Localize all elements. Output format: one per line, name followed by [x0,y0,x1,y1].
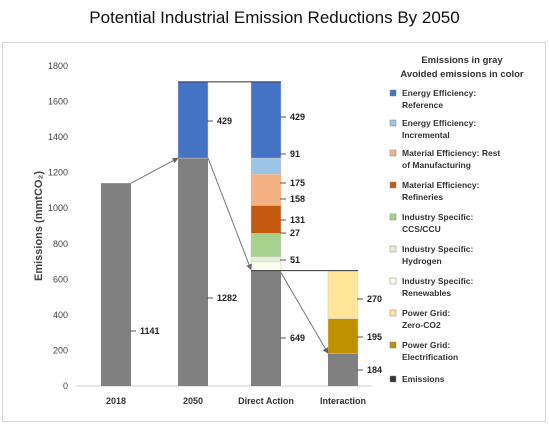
legend-entry: Power Grid: [402,308,450,318]
y-tick-label: 1600 [48,97,68,107]
bar-segment-emissions [251,270,281,386]
connector-arrow [280,272,329,354]
data-label: 429 [217,116,232,126]
bar-segment-ee_inc [250,157,282,175]
chart-frame [2,42,546,422]
legend-entry: Zero-CO2 [402,320,441,330]
legend-swatch [389,375,397,383]
legend-entry: Emissions [402,374,445,384]
y-tick-label: 1000 [48,203,68,213]
data-label: 1141 [140,326,160,336]
connector-arrow [207,157,252,271]
legend-header: Avoided emissions in color [400,69,523,80]
data-label: 27 [290,228,300,238]
bar-segment-emissions [178,158,208,386]
y-tick-label: 200 [53,345,68,355]
data-label: 175 [290,178,305,188]
data-label: 649 [290,333,305,343]
legend-entry: of Manufacturing [402,160,471,170]
data-label: 270 [367,294,382,304]
x-tick-label: 2050 [183,396,203,406]
y-tick-label: 0 [63,381,68,391]
bar-segment-me_rest [250,174,282,206]
legend-entry: Reference [402,100,443,110]
legend-swatch [389,245,397,253]
data-label: 131 [290,215,305,225]
data-label: 158 [290,194,305,204]
chart-title: Potential Industrial Emission Reductions… [89,8,460,27]
bar-segment-ee_ref [177,81,209,159]
y-axis-label: Emissions (mmtCO₂) [33,171,45,281]
legend-entry: Industry Specific: [402,212,473,222]
legend-swatch [389,277,397,285]
legend-entry: Refineries [402,192,443,202]
x-tick-label: 2018 [106,396,126,406]
bar-segment-is_ccs [250,233,282,258]
legend-entry: Renewables [402,288,451,298]
data-label: 184 [367,365,382,375]
legend-entry: Energy Efficiency: [402,88,476,98]
x-tick-label: Direct Action [238,396,294,406]
legend-entry: Incremental [402,130,450,140]
data-label: 195 [367,332,382,342]
bar-segment-emissions [328,353,358,386]
bar-segment-is_ren [250,261,282,271]
legend-entry: Energy Efficiency: [402,118,476,128]
legend-entry: Industry Specific: [402,244,473,254]
data-label: 91 [290,149,300,159]
legend-entry: Power Grid: [402,340,450,350]
legend-entry: Industry Specific: [402,276,473,286]
bar-segment-ee_ref [250,81,282,159]
legend-entry: Hydrogen [402,256,442,266]
legend-entry: CCS/CCU [402,224,441,234]
y-tick-label: 800 [53,239,68,249]
legend-entry: Material Efficiency: [402,180,480,190]
y-tick-label: 600 [53,274,68,284]
legend-entry: Material Efficiency: Rest [402,148,500,158]
bar-segment-emissions [101,183,131,386]
data-label: 429 [290,112,305,122]
legend-swatch [389,89,397,97]
data-label: 1282 [217,293,237,303]
y-tick-label: 1800 [48,61,68,71]
x-tick-label: Interaction [320,396,366,406]
data-label: 51 [290,255,300,265]
legend-swatch [389,309,397,317]
y-tick-label: 400 [53,310,68,320]
connector-arrow [130,157,179,184]
bar-segment-pg_elec [327,318,359,354]
legend-swatch [389,119,397,127]
legend-swatch [389,213,397,221]
legend-header: Emissions in gray [421,55,503,66]
bar-segment-is_h2 [250,256,282,262]
legend-swatch [389,181,397,189]
bar-segment-pg_zero [327,270,359,319]
y-tick-label: 1200 [48,168,68,178]
bar-segment-me_ref [250,205,282,234]
y-tick-label: 1400 [48,132,68,142]
legend-swatch [389,149,397,157]
legend-entry: Electrification [402,352,458,362]
legend-swatch [389,341,397,349]
